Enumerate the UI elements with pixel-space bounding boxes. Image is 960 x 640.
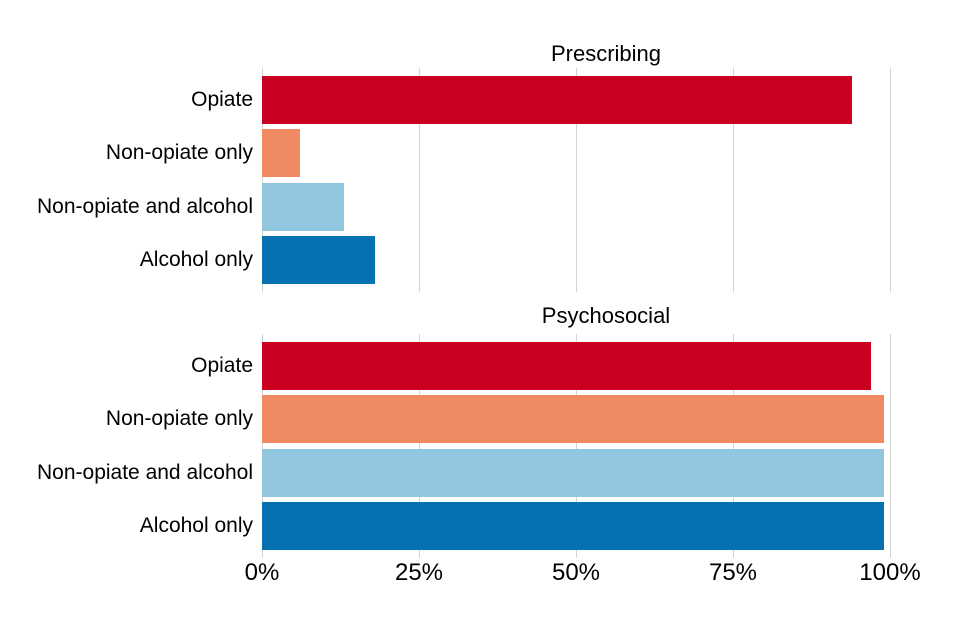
bar-non-opiate-only (262, 129, 300, 177)
gridline-25 (419, 68, 420, 292)
bar-opiate (262, 341, 871, 390)
chart-title-prescribing: Prescribing (550, 41, 662, 66)
category-label-non-opiate-and-alcohol: Non-opiate and alcohol (37, 194, 253, 218)
category-label-non-opiate-only: Non-opiate only (105, 407, 253, 430)
gridline-25 (419, 334, 420, 558)
plot-area-psychosocial (262, 334, 950, 558)
plot-area-prescribing (262, 68, 950, 292)
category-label-non-opiate-and-alcohol: Non-opiate and alcohol (37, 460, 253, 484)
bar-non-opiate-only (262, 395, 884, 443)
category-label-alcohol-only: Alcohol only (139, 514, 253, 537)
category-label-opiate: Opiate (191, 353, 253, 377)
gridline-75 (733, 68, 734, 292)
category-label-non-opiate-only: Non-opiate only (105, 141, 253, 164)
x-tick-label-75: 75% (708, 559, 758, 586)
x-tick-label-25: 25% (394, 559, 444, 586)
bar-opiate (262, 75, 852, 124)
chart-prescribing: Prescribing Opiate Non-opiate only Non-opi… (0, 0, 960, 300)
category-label-opiate: Opiate (191, 87, 253, 111)
bar-alcohol-only (262, 236, 375, 284)
bar-non-opiate-and-alcohol (262, 182, 344, 231)
x-tick-label-0: 0% (244, 559, 280, 586)
category-label-alcohol-only: Alcohol only (139, 248, 253, 271)
gridline-100 (890, 68, 891, 292)
gridline-75 (733, 334, 734, 558)
chart-psychosocial: Psychosocial 0% 25% 50% 75% 100% Opiate Non-o… (0, 300, 960, 640)
x-tick-label-50: 50% (551, 559, 601, 586)
gridline-0 (262, 334, 263, 558)
bar-alcohol-only (262, 502, 884, 550)
x-tick-label-100: 100% (859, 559, 921, 586)
gridline-0 (262, 68, 263, 292)
chart-title-psychosocial: Psychosocial (541, 303, 671, 328)
gridline-50 (576, 334, 577, 558)
gridline-100 (890, 334, 891, 558)
bar-non-opiate-and-alcohol (262, 448, 884, 497)
gridline-50 (576, 68, 577, 292)
